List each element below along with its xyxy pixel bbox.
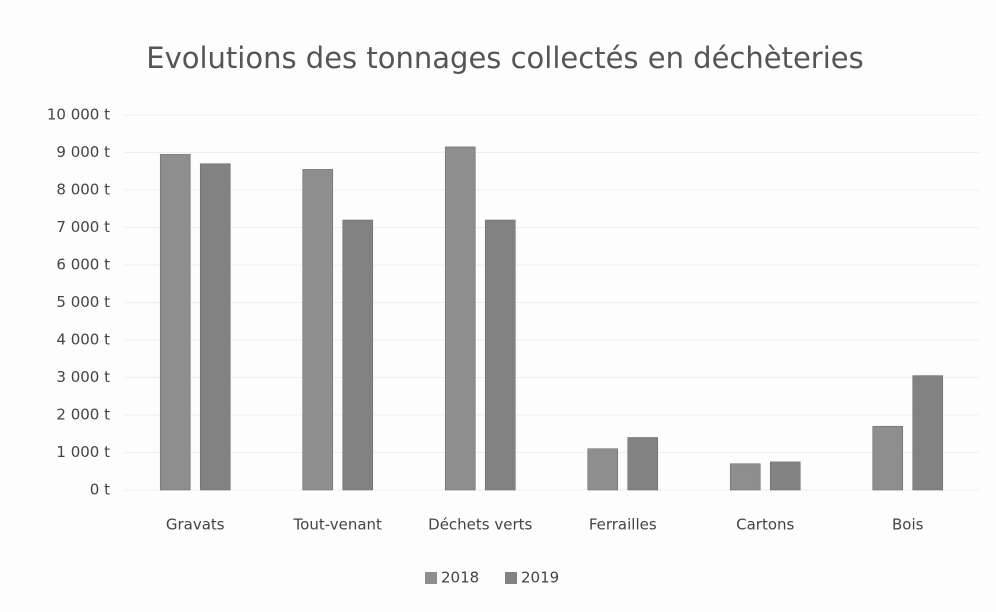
y-tick-label: 0 t — [90, 481, 110, 499]
bar — [769, 461, 801, 491]
bar — [627, 437, 659, 491]
bar — [484, 219, 516, 491]
legend-swatch — [505, 572, 517, 584]
x-tick-label: Déchets verts — [428, 516, 532, 534]
y-tick-label: 4 000 t — [56, 331, 110, 349]
y-tick-label: 5 000 t — [56, 293, 110, 311]
bar — [729, 463, 761, 491]
x-tick-label: Gravats — [166, 516, 225, 534]
bar — [912, 375, 944, 491]
x-tick-label: Bois — [892, 516, 924, 534]
y-tick-label: 9 000 t — [56, 143, 110, 161]
y-tick-label: 10 000 t — [47, 106, 110, 124]
legend-label: 2019 — [521, 569, 559, 587]
x-tick-label: Cartons — [736, 516, 794, 534]
y-tick-label: 6 000 t — [56, 256, 110, 274]
y-tick-label: 2 000 t — [56, 406, 110, 424]
bar — [199, 163, 231, 491]
bar — [587, 448, 619, 491]
y-tick-label: 1 000 t — [56, 443, 110, 461]
bar — [872, 425, 904, 491]
y-tick-label: 3 000 t — [56, 368, 110, 386]
y-tick-label: 8 000 t — [56, 181, 110, 199]
chart-title: Evolutions des tonnages collectés en déc… — [146, 41, 863, 75]
bar — [444, 146, 476, 491]
x-tick-label: Ferrailles — [589, 516, 657, 534]
legend-label: 2018 — [441, 569, 479, 587]
legend-swatch — [425, 572, 437, 584]
bar — [302, 169, 334, 491]
bar — [159, 154, 191, 491]
y-tick-label: 7 000 t — [56, 218, 110, 236]
bar — [342, 219, 374, 491]
x-tick-label: Tout-venant — [293, 516, 383, 534]
